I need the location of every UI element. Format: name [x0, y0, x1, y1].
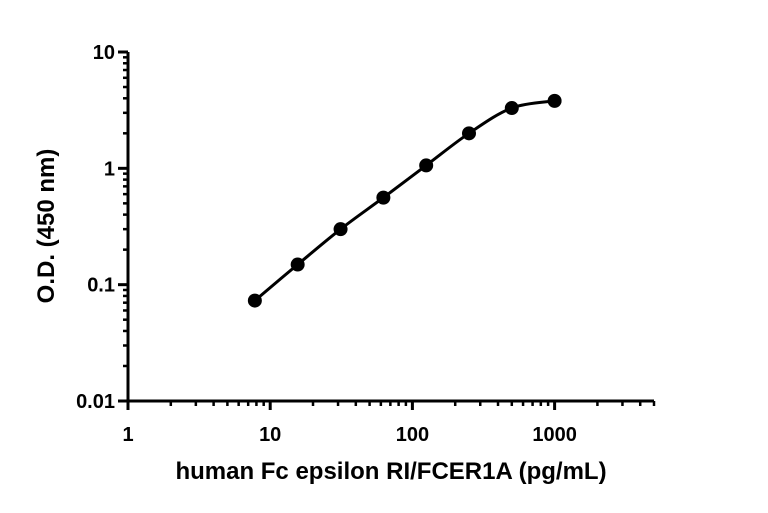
- data-point: [290, 257, 305, 272]
- y-axis-title: O.D. (450 nm): [33, 149, 60, 304]
- x-tick-label: 1: [122, 424, 133, 446]
- x-axis-title: human Fc epsilon RI/FCER1A (pg/mL): [175, 458, 606, 485]
- data-point: [504, 101, 519, 116]
- x-axis: 1 10 100 1000: [118, 399, 656, 446]
- x-tick-label: 100: [396, 424, 429, 446]
- y-axis: 0.01 0.1 1 10: [76, 42, 130, 413]
- y-tick-label: 0.1: [87, 275, 115, 297]
- data-point: [419, 158, 434, 173]
- data-point: [376, 190, 391, 205]
- data-point: [247, 293, 262, 308]
- data-point: [547, 93, 562, 108]
- data-point: [333, 222, 348, 237]
- x-tick-label: 10: [259, 424, 281, 446]
- y-tick-label: 0.01: [76, 391, 115, 413]
- data-point: [461, 126, 476, 141]
- x-tick-label: 1000: [532, 424, 577, 446]
- y-tick-label: 10: [93, 42, 115, 64]
- y-tick-label: 1: [104, 158, 115, 180]
- data-points: [247, 93, 562, 308]
